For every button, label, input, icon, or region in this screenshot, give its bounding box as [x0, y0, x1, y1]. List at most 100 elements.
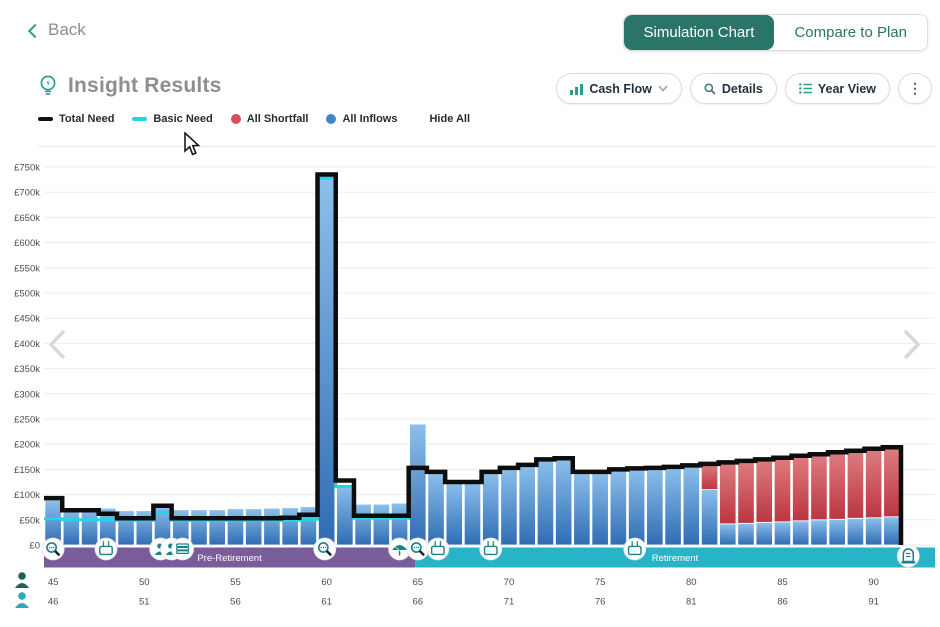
- shortfall-dot-swatch: [230, 114, 241, 124]
- list-view-icon: [798, 83, 812, 94]
- shortfall-bar-age-86[interactable]: [792, 455, 810, 522]
- inflow-bar-age-70[interactable]: [500, 467, 518, 546]
- inflow-bar-age-73[interactable]: [555, 457, 573, 546]
- inflow-bar-age-54[interactable]: [208, 509, 226, 546]
- inflow-bar-age-89[interactable]: [846, 517, 865, 546]
- inflow-bar-age-67[interactable]: [445, 481, 463, 546]
- inflow-bar-age-74[interactable]: [573, 471, 591, 546]
- inflow-bar-age-84[interactable]: [755, 521, 773, 546]
- zoom-icon[interactable]: [406, 537, 430, 561]
- cash-flow-dropdown-button[interactable]: Cash Flow: [556, 73, 682, 104]
- y-tick-label: £0: [29, 541, 40, 552]
- shortfall-bar-age-82[interactable]: [719, 461, 737, 525]
- year-view-button[interactable]: Year View: [784, 73, 890, 104]
- inflow-bar-age-76[interactable]: [609, 468, 627, 546]
- inflow-bar-age-69[interactable]: [482, 471, 500, 546]
- birthday-cake-icon[interactable]: [479, 537, 503, 561]
- y-tick-label: £300k: [14, 389, 40, 400]
- y-tick-label: £650k: [14, 213, 40, 224]
- legend-all-shortfall[interactable]: All Shortfall: [230, 113, 308, 125]
- cash-flow-label: Cash Flow: [589, 81, 652, 96]
- tab-simulation-chart[interactable]: Simulation Chart: [623, 15, 775, 50]
- details-button[interactable]: Details: [689, 73, 777, 104]
- inflow-bar-age-72[interactable]: [536, 458, 555, 546]
- inflow-bar-age-65[interactable]: [409, 423, 427, 546]
- inflow-bar-age-47[interactable]: [80, 507, 99, 546]
- inflow-bar-age-66[interactable]: [427, 471, 445, 546]
- chart-legend: Total Need Basic Need All Shortfall All …: [38, 113, 470, 125]
- inflow-bar-age-61[interactable]: [336, 484, 354, 546]
- inflow-bar-age-60[interactable]: [318, 176, 336, 546]
- inflow-bar-age-71[interactable]: [518, 464, 536, 546]
- inflow-bar-age-56[interactable]: [245, 508, 263, 546]
- inflow-bar-age-63[interactable]: [372, 503, 390, 546]
- inflow-bar-age-85[interactable]: [773, 521, 792, 546]
- birthday-cake-icon[interactable]: [94, 537, 118, 561]
- cash-stack-icon[interactable]: [171, 537, 194, 561]
- umbrella-icon[interactable]: [388, 537, 411, 561]
- shortfall-bar-age-88[interactable]: [828, 451, 846, 520]
- inflow-bar-age-49[interactable]: [117, 510, 135, 546]
- y-tick-label: £550k: [14, 263, 40, 274]
- inflow-bar-age-83[interactable]: [737, 522, 755, 546]
- tombstone-icon[interactable]: [896, 544, 920, 568]
- inflow-bar-age-59[interactable]: [299, 506, 318, 546]
- inflow-bar-age-68[interactable]: [463, 481, 482, 546]
- inflow-bar-age-79[interactable]: [664, 466, 682, 546]
- inflow-bar-age-46[interactable]: [62, 507, 80, 546]
- tab-compare-to-plan[interactable]: Compare to Plan: [774, 15, 927, 50]
- magnifier-icon: [704, 82, 716, 95]
- inflow-bar-age-82[interactable]: [719, 523, 737, 546]
- inflow-bar-age-88[interactable]: [828, 518, 846, 546]
- inflow-bar-age-86[interactable]: [792, 520, 810, 546]
- age-label-person-2: 51: [139, 597, 150, 608]
- inflow-bar-age-57[interactable]: [263, 507, 281, 546]
- inflow-bar-age-90[interactable]: [865, 517, 883, 546]
- inflow-bar-age-87[interactable]: [810, 519, 828, 546]
- shortfall-bar-age-84[interactable]: [755, 458, 773, 523]
- overflow-menu-button[interactable]: ⋮: [898, 73, 932, 104]
- zoom-icon[interactable]: [41, 537, 65, 561]
- shortfall-bar-age-83[interactable]: [737, 460, 755, 524]
- cashflow-chart[interactable]: £0 £50k £100k £150k £200k £250k £300k £350k £400…: [0, 150, 940, 627]
- inflow-bar-age-78[interactable]: [646, 467, 664, 546]
- age-label-person-1: 45: [48, 577, 59, 588]
- y-tick-label: £50k: [19, 515, 40, 526]
- inflow-bar-age-80[interactable]: [682, 464, 700, 546]
- inflow-bar-age-81[interactable]: [700, 489, 719, 546]
- shortfall-bar-age-87[interactable]: [810, 453, 828, 521]
- hide-all-button[interactable]: Hide All: [429, 113, 471, 125]
- shortfall-bar-age-89[interactable]: [846, 450, 865, 519]
- inflow-bar-age-50[interactable]: [135, 510, 153, 546]
- chevron-right-icon[interactable]: [903, 329, 921, 360]
- chevron-left-icon[interactable]: [48, 329, 66, 360]
- inflow-bar-age-91[interactable]: [883, 516, 901, 546]
- legend-total-need[interactable]: Total Need: [38, 113, 114, 125]
- inflow-bar-age-58[interactable]: [281, 507, 299, 546]
- zoom-icon[interactable]: [313, 537, 337, 561]
- legend-label: All Inflows: [342, 113, 398, 125]
- age-label-person-1: 65: [413, 577, 424, 588]
- section-divider: [38, 146, 935, 147]
- age-label-person-1: 90: [868, 577, 879, 588]
- legend-basic-need[interactable]: Basic Need: [132, 113, 213, 125]
- inflows-dot-swatch: [326, 114, 337, 124]
- age-label-person-2: 46: [48, 597, 59, 608]
- shortfall-bar-age-85[interactable]: [773, 457, 792, 523]
- chevron-down-icon: [658, 85, 668, 92]
- legend-all-inflows[interactable]: All Inflows: [326, 113, 397, 125]
- shortfall-bar-age-90[interactable]: [865, 448, 883, 519]
- birthday-cake-icon[interactable]: [426, 537, 450, 561]
- phase-label: Pre-Retirement: [197, 553, 262, 564]
- inflow-bar-age-77[interactable]: [627, 467, 646, 546]
- back-button[interactable]: Back: [27, 20, 86, 40]
- inflow-bar-age-55[interactable]: [226, 508, 245, 546]
- inflow-bar-age-62[interactable]: [354, 503, 372, 546]
- year-view-label: Year View: [817, 81, 876, 96]
- shortfall-bar-age-81[interactable]: [700, 463, 719, 490]
- shortfall-bar-age-91[interactable]: [883, 446, 901, 518]
- page-title-row: Insight Results: [38, 74, 222, 98]
- inflow-bar-age-75[interactable]: [591, 471, 609, 546]
- inflow-bar-age-53[interactable]: [190, 509, 208, 546]
- birthday-cake-icon[interactable]: [623, 537, 647, 561]
